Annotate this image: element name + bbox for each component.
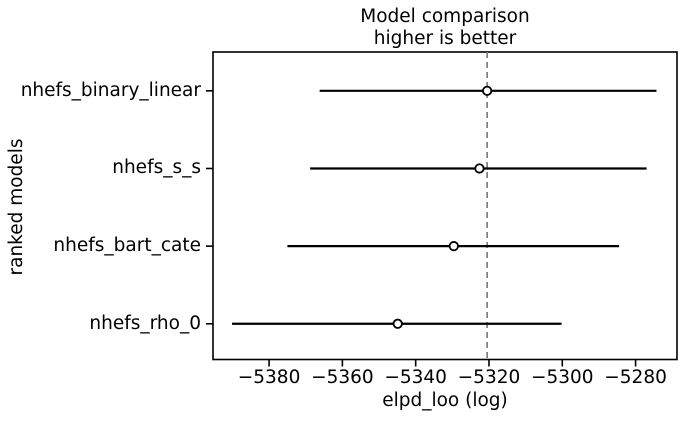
x-tick-label: −5280: [604, 367, 667, 388]
y-tick-label: nhefs_binary_linear: [20, 79, 201, 101]
chart-title: Model comparison: [360, 6, 530, 27]
chart-title-block: Model comparison higher is better: [213, 6, 677, 49]
x-axis-label: elpd_loo (log): [382, 390, 508, 411]
x-tick-label: −5340: [384, 367, 447, 388]
chart-subtitle: higher is better: [373, 27, 517, 49]
axes-spines: [212, 51, 678, 361]
point-marker-nhefs_s_s: [474, 163, 485, 174]
point-marker-nhefs_binary_linear: [482, 85, 493, 96]
x-tick-label: −5320: [457, 367, 521, 388]
y-axis-label: ranked models: [6, 138, 27, 276]
y-tick-label: nhefs_bart_cate: [53, 235, 201, 257]
point-marker-nhefs_bart_cate: [448, 241, 459, 252]
y-tick-label: nhefs_s_s: [112, 157, 201, 179]
x-tick-label: −5360: [311, 367, 374, 388]
x-tick-label: −5380: [237, 367, 301, 388]
y-tick-label: nhefs_rho_0: [89, 312, 201, 334]
point-marker-nhefs_rho_0: [392, 318, 403, 329]
x-tick-label: −5300: [530, 367, 594, 388]
